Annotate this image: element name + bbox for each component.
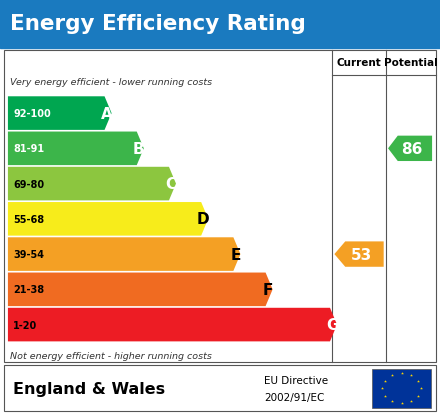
Text: Energy Efficiency Rating: Energy Efficiency Rating xyxy=(10,14,305,34)
Bar xyxy=(0,0,440,49)
Text: Very energy efficient - lower running costs: Very energy efficient - lower running co… xyxy=(10,78,212,87)
Text: E: E xyxy=(230,247,241,262)
Text: Current: Current xyxy=(337,58,381,68)
Text: 55-68: 55-68 xyxy=(13,214,44,224)
Text: G: G xyxy=(326,317,338,332)
Polygon shape xyxy=(8,308,337,342)
Text: C: C xyxy=(165,177,176,192)
Text: Not energy efficient - higher running costs: Not energy efficient - higher running co… xyxy=(10,351,212,360)
Text: Potential: Potential xyxy=(384,58,438,68)
Bar xyxy=(372,369,431,408)
Text: B: B xyxy=(133,142,145,157)
Polygon shape xyxy=(388,136,432,161)
Polygon shape xyxy=(8,167,176,201)
Text: D: D xyxy=(197,212,209,227)
Text: 1-20: 1-20 xyxy=(13,320,37,330)
Text: 69-80: 69-80 xyxy=(13,179,44,189)
Text: 92-100: 92-100 xyxy=(13,109,51,119)
Polygon shape xyxy=(8,132,144,166)
Text: 21-38: 21-38 xyxy=(13,285,44,294)
Text: 39-54: 39-54 xyxy=(13,249,44,259)
Bar xyxy=(4,51,436,362)
Polygon shape xyxy=(8,202,208,236)
Polygon shape xyxy=(8,273,273,306)
Text: 81-91: 81-91 xyxy=(13,144,44,154)
Text: F: F xyxy=(263,282,273,297)
Text: EU Directive: EU Directive xyxy=(264,375,328,385)
Text: A: A xyxy=(101,106,113,121)
Text: 2002/91/EC: 2002/91/EC xyxy=(264,392,324,402)
Bar xyxy=(4,366,436,411)
Polygon shape xyxy=(8,97,112,131)
Polygon shape xyxy=(8,238,240,271)
Text: England & Wales: England & Wales xyxy=(13,381,165,396)
Text: 53: 53 xyxy=(351,247,372,262)
Polygon shape xyxy=(334,242,384,267)
Text: 86: 86 xyxy=(401,142,423,157)
